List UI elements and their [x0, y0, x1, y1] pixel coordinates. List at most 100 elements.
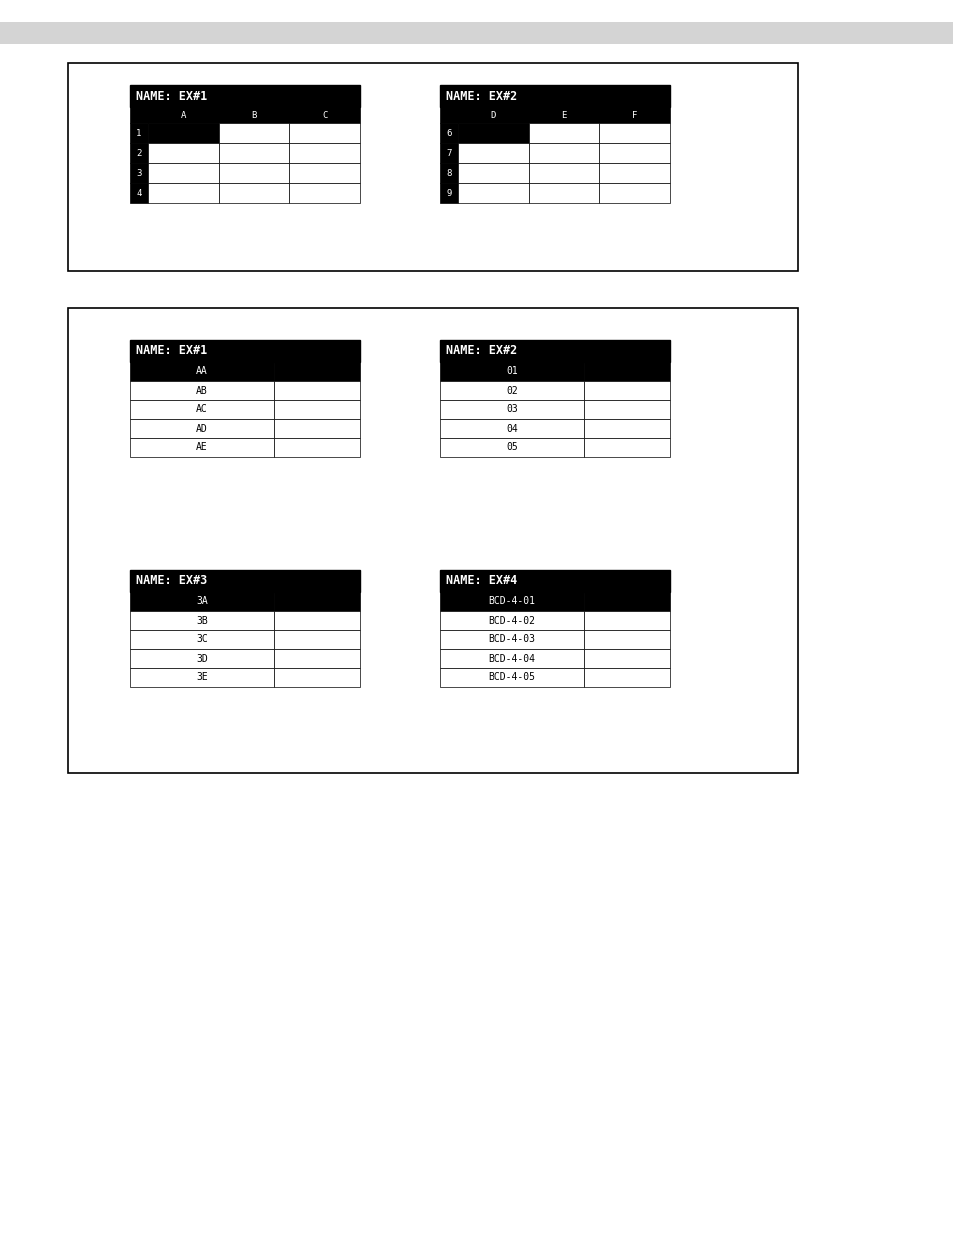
Text: NAME: EX#2: NAME: EX#2 — [446, 345, 517, 357]
Bar — [274, 611, 359, 630]
Bar — [598, 163, 669, 183]
Bar — [528, 163, 598, 183]
Bar — [218, 124, 289, 143]
Bar — [439, 419, 583, 438]
Text: NAME: EX#2: NAME: EX#2 — [446, 89, 517, 103]
Bar — [289, 143, 359, 163]
Text: NAME: EX#3: NAME: EX#3 — [136, 574, 207, 588]
Bar — [439, 438, 583, 457]
Bar — [274, 592, 359, 611]
Bar — [130, 438, 274, 457]
Bar — [457, 143, 528, 163]
Bar — [439, 183, 457, 203]
Text: 4: 4 — [136, 189, 142, 198]
Text: AC: AC — [196, 405, 208, 415]
Text: 7: 7 — [446, 148, 451, 158]
Text: NAME: EX#1: NAME: EX#1 — [136, 345, 207, 357]
Bar — [583, 630, 669, 650]
Bar — [598, 183, 669, 203]
Bar — [130, 163, 148, 183]
Bar — [457, 124, 528, 143]
Bar — [68, 308, 797, 773]
Bar — [439, 163, 457, 183]
Bar — [130, 611, 274, 630]
Text: 3A: 3A — [196, 597, 208, 606]
Bar — [130, 85, 359, 107]
Bar — [583, 611, 669, 630]
Text: 03: 03 — [506, 405, 517, 415]
Text: BCD-4-03: BCD-4-03 — [488, 635, 535, 645]
Bar — [457, 183, 528, 203]
Bar — [130, 400, 274, 419]
Text: AE: AE — [196, 442, 208, 452]
Bar — [439, 124, 457, 143]
Text: 3B: 3B — [196, 615, 208, 625]
Text: 3C: 3C — [196, 635, 208, 645]
Text: E: E — [560, 110, 566, 120]
Bar — [598, 124, 669, 143]
Bar — [439, 611, 583, 630]
Text: A: A — [180, 110, 186, 120]
Bar — [583, 382, 669, 400]
Bar — [68, 63, 797, 270]
Text: D: D — [490, 110, 496, 120]
Text: 04: 04 — [506, 424, 517, 433]
Bar — [130, 382, 274, 400]
Bar — [583, 362, 669, 382]
Bar — [274, 650, 359, 668]
Bar — [130, 592, 274, 611]
Bar — [130, 340, 359, 362]
Bar — [439, 382, 583, 400]
Bar — [598, 143, 669, 163]
Text: NAME: EX#4: NAME: EX#4 — [446, 574, 517, 588]
Bar — [583, 400, 669, 419]
Bar — [528, 124, 598, 143]
Text: BCD-4-01: BCD-4-01 — [488, 597, 535, 606]
Bar — [439, 400, 583, 419]
Text: BCD-4-02: BCD-4-02 — [488, 615, 535, 625]
Bar — [583, 438, 669, 457]
Bar — [130, 362, 274, 382]
Text: AD: AD — [196, 424, 208, 433]
Text: C: C — [322, 110, 327, 120]
Bar — [583, 650, 669, 668]
Bar — [289, 183, 359, 203]
Text: 02: 02 — [506, 385, 517, 395]
Text: 01: 01 — [506, 367, 517, 377]
Bar — [439, 630, 583, 650]
Bar — [130, 143, 148, 163]
Text: BCD-4-05: BCD-4-05 — [488, 673, 535, 683]
Bar — [274, 400, 359, 419]
Bar — [439, 85, 669, 107]
Bar — [439, 571, 669, 592]
Text: 3D: 3D — [196, 653, 208, 663]
Text: 6: 6 — [446, 128, 451, 137]
Bar — [130, 107, 359, 124]
Text: B: B — [251, 110, 256, 120]
Text: 05: 05 — [506, 442, 517, 452]
Bar — [583, 419, 669, 438]
Text: 3: 3 — [136, 168, 142, 178]
Bar — [274, 382, 359, 400]
Bar — [274, 668, 359, 687]
Bar — [583, 592, 669, 611]
Text: 2: 2 — [136, 148, 142, 158]
Bar — [130, 630, 274, 650]
Bar — [218, 183, 289, 203]
Bar — [148, 143, 218, 163]
Text: 8: 8 — [446, 168, 451, 178]
Text: AA: AA — [196, 367, 208, 377]
Bar — [439, 362, 583, 382]
Bar — [439, 143, 457, 163]
Bar — [439, 668, 583, 687]
Text: 9: 9 — [446, 189, 451, 198]
Text: BCD-4-04: BCD-4-04 — [488, 653, 535, 663]
Text: 1: 1 — [136, 128, 142, 137]
Bar — [583, 668, 669, 687]
Bar — [218, 163, 289, 183]
Bar — [274, 630, 359, 650]
Text: F: F — [631, 110, 637, 120]
Text: NAME: EX#1: NAME: EX#1 — [136, 89, 207, 103]
Bar — [439, 650, 583, 668]
Bar — [439, 592, 583, 611]
